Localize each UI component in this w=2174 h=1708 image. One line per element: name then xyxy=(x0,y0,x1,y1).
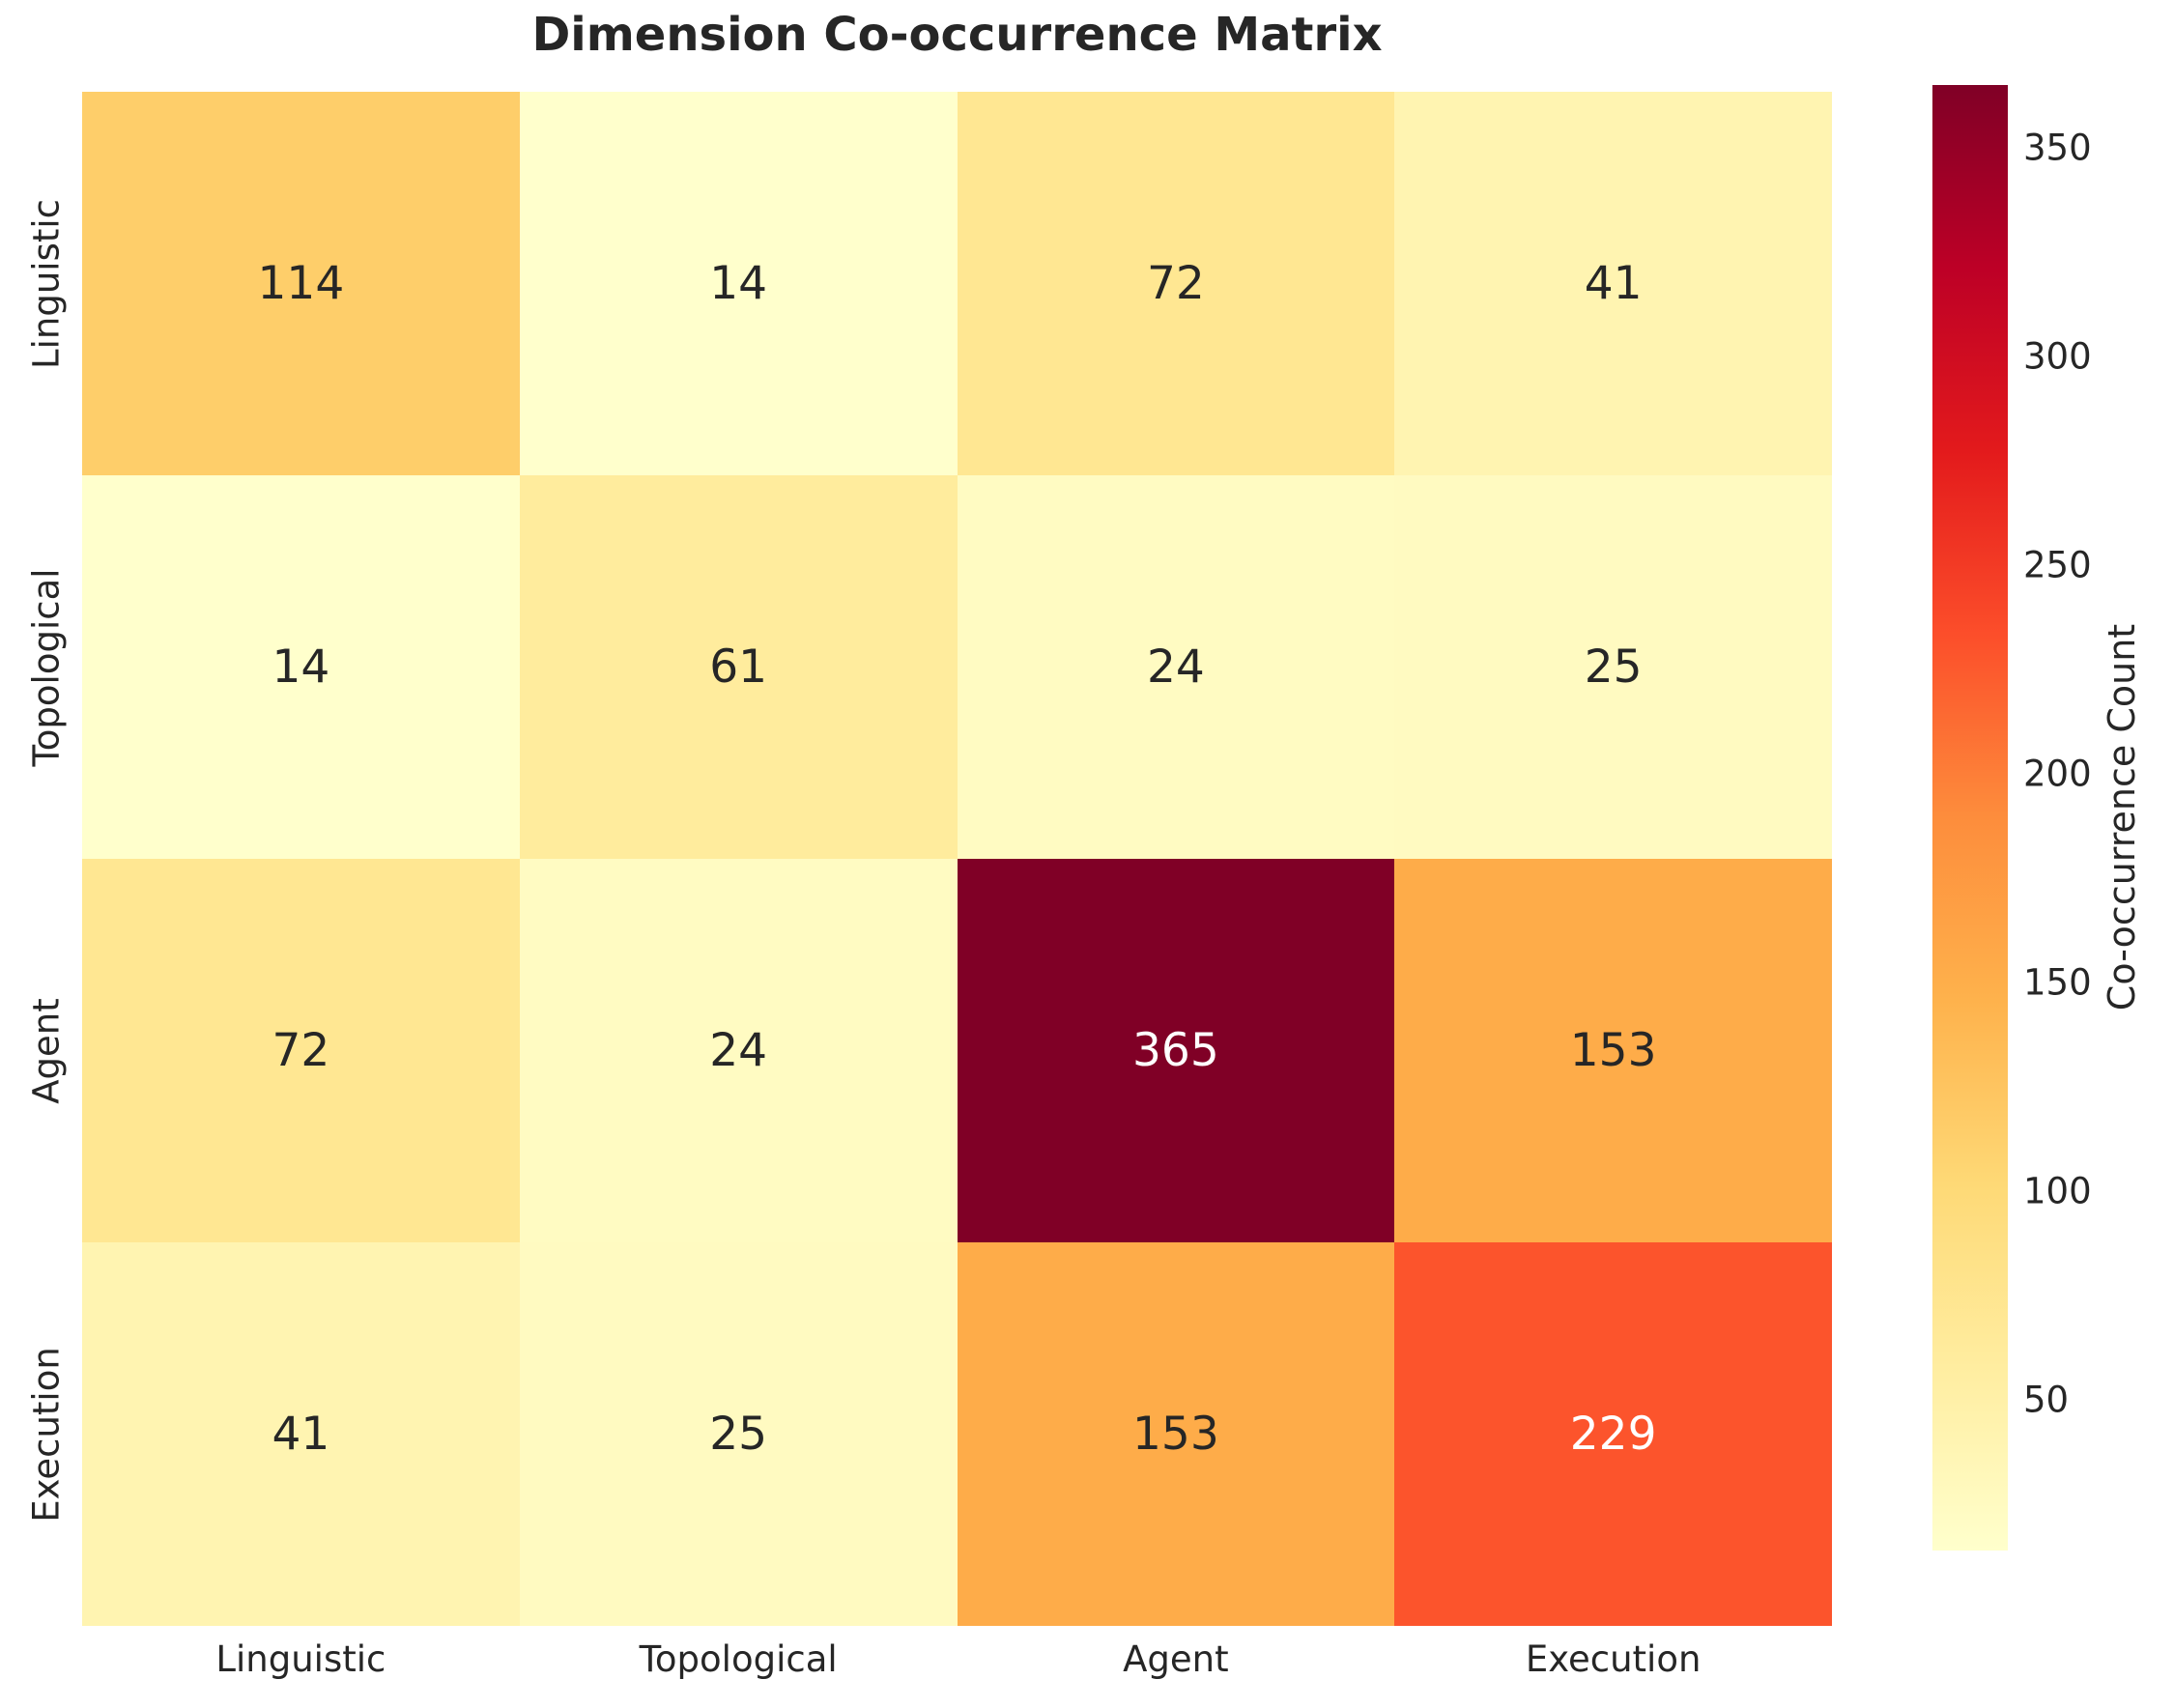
cell-annotation: 153 xyxy=(1132,1408,1219,1461)
cell-annotation: 41 xyxy=(272,1408,330,1461)
colorbar-tick-label-300: 300 xyxy=(2023,335,2092,378)
heatmap-cell-execution-agent: 153 xyxy=(957,1242,1395,1626)
heatmap-cell-execution-linguistic: 41 xyxy=(82,1242,520,1626)
heatmap-cell-topological-topological: 61 xyxy=(519,475,958,859)
colorbar-tick-label-50: 50 xyxy=(2023,1379,2070,1421)
colorbar-tick-label-150: 150 xyxy=(2023,961,2092,1004)
colorbar-tick-label-200: 200 xyxy=(2023,753,2092,795)
x-tick-label-agent: Agent xyxy=(1123,1638,1229,1680)
heatmap-cell-agent-execution: 153 xyxy=(1394,859,1832,1242)
cell-annotation: 365 xyxy=(1132,1024,1219,1077)
colorbar-tick-label-350: 350 xyxy=(2023,127,2092,169)
heatmap-cell-linguistic-execution: 41 xyxy=(1394,92,1832,475)
y-tick-label-execution: Execution xyxy=(25,1346,68,1523)
heatmap-cell-execution-execution: 229 xyxy=(1394,1242,1832,1626)
cell-annotation: 25 xyxy=(1584,640,1643,694)
heatmap-cell-agent-topological: 24 xyxy=(519,859,958,1242)
y-tick-label-agent: Agent xyxy=(25,997,68,1104)
heatmap-cell-topological-linguistic: 14 xyxy=(82,475,520,859)
y-tick-label-linguistic: Linguistic xyxy=(25,198,68,369)
cell-annotation: 14 xyxy=(709,257,768,310)
colorbar-label: Co-occurrence Count xyxy=(2101,623,2143,1011)
colorbar-gradient xyxy=(1932,85,2008,1551)
cell-annotation: 14 xyxy=(272,640,330,694)
heatmap-cell-linguistic-linguistic: 114 xyxy=(82,92,520,475)
y-tick-label-topological: Topological xyxy=(25,567,68,767)
cell-annotation: 24 xyxy=(1146,640,1205,694)
x-tick-label-linguistic: Linguistic xyxy=(215,1638,386,1680)
heatmap-cell-topological-agent: 24 xyxy=(957,475,1395,859)
heatmap-cell-agent-agent: 365 xyxy=(957,859,1395,1242)
x-tick-label-execution: Execution xyxy=(1525,1638,1702,1680)
heatmap-cell-linguistic-topological: 14 xyxy=(519,92,958,475)
colorbar-tick-label-250: 250 xyxy=(2023,544,2092,586)
cell-annotation: 61 xyxy=(709,640,768,694)
cell-annotation: 72 xyxy=(1146,257,1205,310)
cell-annotation: 229 xyxy=(1569,1408,1657,1461)
cell-annotation: 25 xyxy=(709,1408,768,1461)
cell-annotation: 153 xyxy=(1569,1024,1657,1077)
cell-annotation: 114 xyxy=(257,257,345,310)
heatmap-cell-execution-topological: 25 xyxy=(519,1242,958,1626)
colorbar-tick-label-100: 100 xyxy=(2023,1170,2092,1212)
heatmap-cell-topological-execution: 25 xyxy=(1394,475,1832,859)
x-tick-label-topological: Topological xyxy=(639,1638,838,1680)
cell-annotation: 72 xyxy=(272,1024,330,1077)
chart-title: Dimension Co-occurrence Matrix xyxy=(531,8,1383,62)
heatmap-cell-linguistic-agent: 72 xyxy=(957,92,1395,475)
cell-annotation: 41 xyxy=(1584,257,1643,310)
cell-annotation: 24 xyxy=(709,1024,768,1077)
heatmap-grid: 114 14 72 41 14 61 24 25 72 24 365 153 41 25 153 229 xyxy=(82,92,1832,1626)
heatmap-cell-agent-linguistic: 72 xyxy=(82,859,520,1242)
